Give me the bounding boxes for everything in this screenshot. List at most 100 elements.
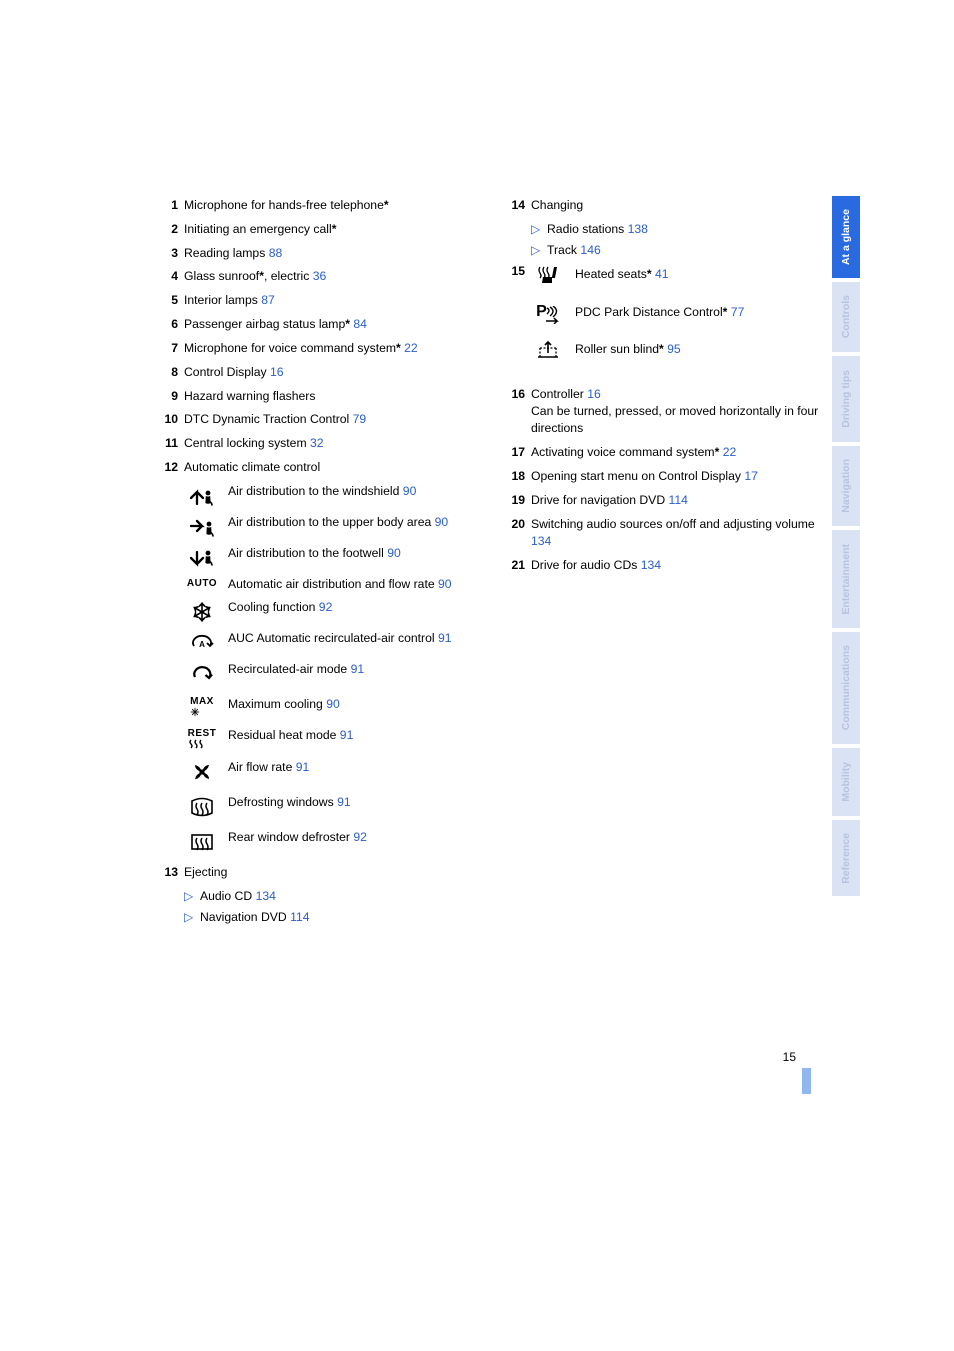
icon-row-text: Heated seats* 41 bbox=[565, 266, 669, 283]
page-ref[interactable]: 91 bbox=[296, 760, 310, 774]
item-text: Activating voice command system bbox=[531, 445, 715, 459]
tab-label: At a glance bbox=[840, 199, 852, 275]
climate-row: RESTResidual heat mode 91 bbox=[184, 727, 473, 749]
page-ref[interactable]: 17 bbox=[744, 469, 758, 483]
page-ref[interactable]: 90 bbox=[326, 697, 340, 711]
recirculate-icon bbox=[190, 662, 214, 686]
side-tab[interactable]: Mobility bbox=[832, 748, 860, 816]
climate-row: AUTOAutomatic air distribution and flow … bbox=[184, 576, 473, 593]
page-ref[interactable]: 87 bbox=[261, 293, 275, 307]
star-marker: * bbox=[384, 198, 389, 212]
side-tab[interactable]: Driving tips bbox=[832, 356, 860, 442]
icon-cell bbox=[184, 599, 220, 624]
list-item: 19Drive for navigation DVD 114 bbox=[507, 492, 820, 509]
item-body: Controller 16Can be turned, pressed, or … bbox=[531, 386, 820, 438]
page-ref[interactable]: 91 bbox=[438, 631, 452, 645]
icon-cell bbox=[184, 829, 220, 854]
page-ref[interactable]: 114 bbox=[669, 493, 688, 507]
item-14: 14 Changing bbox=[507, 197, 820, 214]
side-tab[interactable]: Navigation bbox=[832, 446, 860, 526]
list-item: 6Passenger airbag status lamp* 84 bbox=[160, 316, 473, 333]
page-ref[interactable]: 16 bbox=[587, 387, 601, 401]
page-ref[interactable]: 16 bbox=[270, 365, 284, 379]
item-number: 20 bbox=[507, 516, 531, 551]
climate-row: Recirculated-air mode 91 bbox=[184, 661, 473, 686]
page-ref[interactable]: 90 bbox=[403, 484, 417, 498]
page-ref[interactable]: 77 bbox=[731, 305, 745, 319]
climate-text: Air flow rate 91 bbox=[220, 759, 473, 776]
list-item: 17Activating voice command system* 22 bbox=[507, 444, 820, 461]
page-ref[interactable]: 22 bbox=[404, 341, 418, 355]
item-body: Activating voice command system* 22 bbox=[531, 444, 820, 461]
item-body: Hazard warning flashers bbox=[184, 388, 473, 405]
star-marker: * bbox=[332, 222, 337, 236]
side-tab[interactable]: Entertainment bbox=[832, 530, 860, 628]
rest-heat-icon: REST bbox=[188, 728, 217, 749]
climate-text: Recirculated-air mode 91 bbox=[220, 661, 473, 678]
bullet-text: Navigation DVD 114 bbox=[200, 909, 310, 926]
item-text: Recirculated-air mode bbox=[228, 662, 347, 676]
item-body: Heated seats* 41PPDC Park Distance Contr… bbox=[531, 263, 820, 368]
page-ref[interactable]: 134 bbox=[641, 558, 661, 572]
climate-row: MAXMaximum cooling 90 bbox=[184, 696, 473, 717]
page-ref[interactable]: 36 bbox=[313, 269, 327, 283]
svg-text:A: A bbox=[199, 640, 205, 649]
tab-label: Entertainment bbox=[840, 534, 852, 625]
page-ref[interactable]: 79 bbox=[353, 412, 367, 426]
item-text: Radio stations bbox=[547, 222, 624, 236]
side-tab[interactable]: Controls bbox=[832, 282, 860, 352]
page-ref[interactable]: 138 bbox=[628, 222, 648, 236]
page-ref[interactable]: 32 bbox=[310, 436, 324, 450]
icon-cell: REST bbox=[184, 727, 220, 749]
page-ref[interactable]: 90 bbox=[387, 546, 401, 560]
page-ref[interactable]: 91 bbox=[351, 662, 365, 676]
triangle-bullet-icon: ▷ bbox=[531, 242, 547, 259]
icon-cell bbox=[184, 483, 220, 508]
side-tab[interactable]: Communications bbox=[832, 632, 860, 744]
item-number: 13 bbox=[160, 864, 184, 881]
item-extra: Can be turned, pressed, or moved horizon… bbox=[531, 404, 818, 435]
item-number: 6 bbox=[160, 316, 184, 333]
icon-cell bbox=[531, 263, 565, 287]
page-ref[interactable]: 92 bbox=[353, 830, 367, 844]
page-ref[interactable]: 134 bbox=[256, 889, 276, 903]
item-15: 15 Heated seats* 41PPDC Park Distance Co… bbox=[507, 263, 820, 368]
item-text: Defrosting windows bbox=[228, 795, 334, 809]
page-ref[interactable]: 22 bbox=[723, 445, 737, 459]
item-body: Control Display 16 bbox=[184, 364, 473, 381]
page-ref[interactable]: 146 bbox=[580, 243, 600, 257]
star-marker: * bbox=[715, 445, 720, 459]
item-body: Drive for audio CDs 134 bbox=[531, 557, 820, 574]
tab-label: Navigation bbox=[840, 449, 852, 523]
icon-row: Roller sun blind* 95 bbox=[531, 338, 820, 362]
item-13: 13 Ejecting bbox=[160, 864, 473, 881]
item-text: Drive for audio CDs bbox=[531, 558, 637, 572]
auto-icon: AUTO bbox=[187, 577, 217, 591]
side-tab[interactable]: Reference bbox=[832, 820, 860, 896]
item-text: Switching audio sources on/off and adjus… bbox=[531, 517, 815, 531]
side-tab[interactable]: At a glance bbox=[832, 196, 860, 278]
page-ref[interactable]: 114 bbox=[290, 910, 309, 924]
page-ref[interactable]: 90 bbox=[435, 515, 449, 529]
star-marker: * bbox=[345, 317, 350, 331]
bullet-item: ▷Radio stations 138 bbox=[531, 221, 820, 238]
climate-text: AUC Automatic recirculated-air control 9… bbox=[220, 630, 473, 647]
item-text: Control Display bbox=[184, 365, 267, 379]
page-ref[interactable]: 92 bbox=[319, 600, 333, 614]
item-number: 15 bbox=[507, 263, 531, 280]
item-body: Microphone for voice command system* 22 bbox=[184, 340, 473, 357]
page-ref[interactable]: 91 bbox=[340, 728, 354, 742]
page-ref[interactable]: 41 bbox=[655, 267, 669, 281]
climate-text: Defrosting windows 91 bbox=[220, 794, 473, 811]
page-ref[interactable]: 84 bbox=[353, 317, 367, 331]
page-ref[interactable]: 90 bbox=[438, 577, 452, 591]
page-ref[interactable]: 88 bbox=[269, 246, 283, 260]
air-windshield-icon bbox=[190, 484, 214, 508]
item-text: DTC Dynamic Traction Control bbox=[184, 412, 349, 426]
item-text: Air flow rate bbox=[228, 760, 292, 774]
bullet-text: Track 146 bbox=[547, 242, 601, 259]
page-ref[interactable]: 91 bbox=[337, 795, 351, 809]
page-ref[interactable]: 95 bbox=[667, 342, 681, 356]
item-body: Ejecting bbox=[184, 864, 473, 881]
page-ref[interactable]: 134 bbox=[531, 534, 551, 548]
